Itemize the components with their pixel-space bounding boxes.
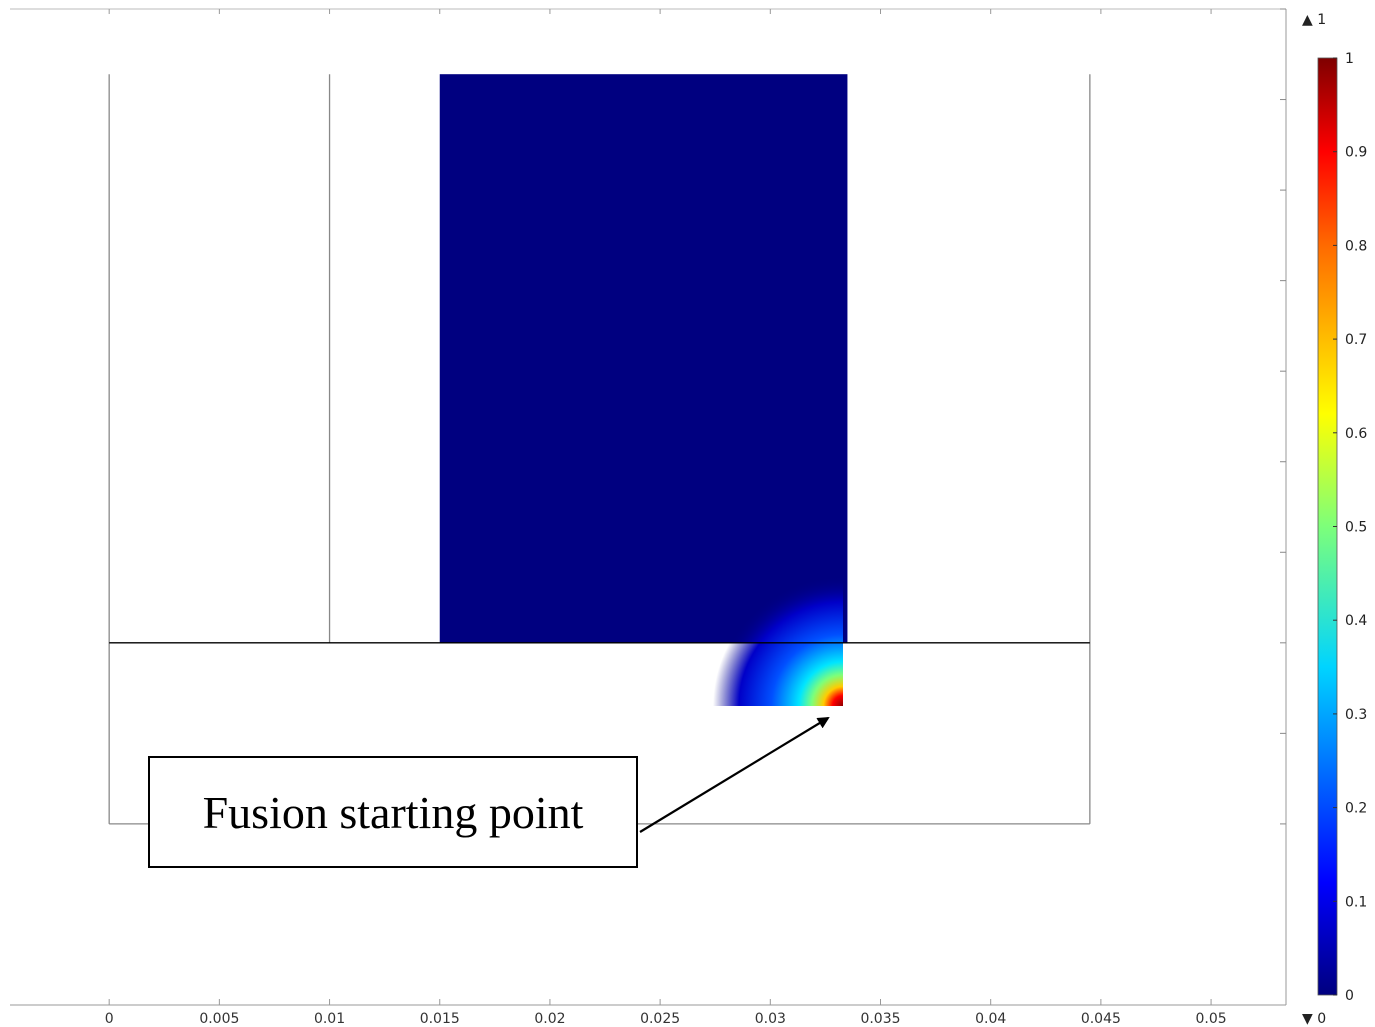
block-fill — [439, 74, 848, 643]
x-tick-label: 0.015 — [420, 1011, 460, 1027]
x-tick-label: 0.005 — [199, 1011, 239, 1027]
annotation-text: Fusion starting point — [202, 786, 584, 838]
x-axis-ticks: 0 0.005 0.01 0.015 0.02 0.025 0.03 0.035 0.04 0.0… — [105, 999, 1227, 1027]
colorbar-tick-label: 0.3 — [1345, 707, 1367, 723]
filled-block — [439, 74, 848, 706]
x-tick-label: 0.045 — [1081, 1011, 1121, 1027]
x-tick-label: 0 — [105, 1011, 114, 1027]
colorbar-tick-label: 0.7 — [1345, 332, 1367, 348]
annotation-arrow — [639, 716, 830, 833]
x-tick-label: 0.04 — [975, 1011, 1006, 1027]
colorbar-tick-label: 0.9 — [1345, 145, 1367, 161]
annotation-box: Fusion starting point — [148, 756, 638, 868]
colorbar-tick-label: 0.5 — [1345, 520, 1367, 536]
x-tick-label: 0.03 — [755, 1011, 786, 1027]
x-tick-label: 0.025 — [640, 1011, 680, 1027]
x-tick-label: 0.035 — [860, 1011, 900, 1027]
x-tick-label: 0.05 — [1195, 1011, 1226, 1027]
colorbar-tick-label: 0.6 — [1345, 426, 1367, 442]
colorbar-tick-label: 0 — [1345, 988, 1354, 1004]
colorbar-tick-label: 1 — [1345, 51, 1354, 67]
x-tick-label: 0.01 — [314, 1011, 345, 1027]
colorbar: 0 0.1 0.2 0.3 0.4 0.5 0.6 0.7 0.8 0.9 1 ▲ 1 ▼ 0 — [1302, 12, 1367, 1027]
colorbar-ticks: 0 0.1 0.2 0.3 0.4 0.5 0.6 0.7 0.8 0.9 1 — [1333, 51, 1367, 1004]
top-axis-ticks — [108, 9, 1212, 14]
hotspot-gradient — [693, 571, 843, 706]
colorbar-tick-label: 0.4 — [1345, 613, 1367, 629]
x-tick-label: 0.02 — [534, 1011, 565, 1027]
right-axis-ticks — [1280, 8, 1286, 825]
colorbar-tick-label: 0.2 — [1345, 801, 1367, 817]
colorbar-tick-label: 0.8 — [1345, 238, 1367, 254]
colorbar-max-marker: ▲ 1 — [1302, 12, 1326, 28]
colorbar-min-marker: ▼ 0 — [1302, 1011, 1326, 1027]
colorbar-tick-label: 0.1 — [1345, 894, 1367, 910]
